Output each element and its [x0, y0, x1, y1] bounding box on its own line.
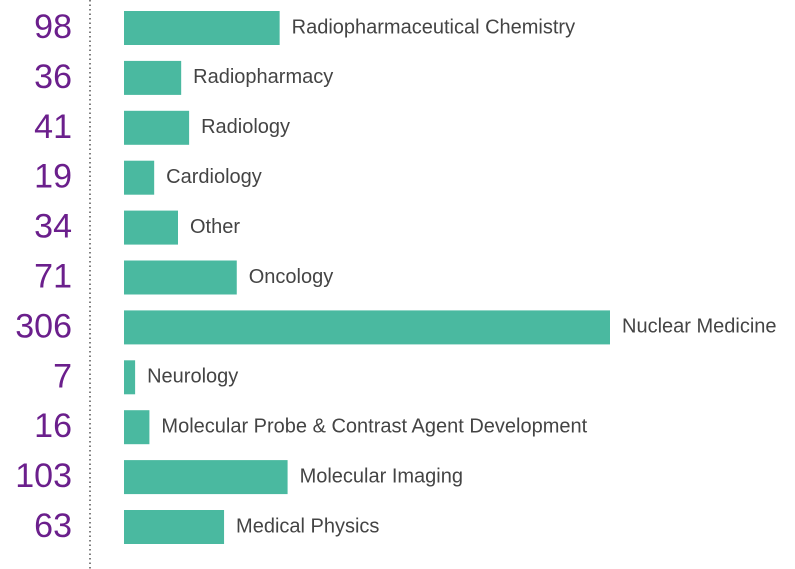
- category-label: Oncology: [249, 266, 334, 288]
- category-label: Radiology: [201, 116, 290, 138]
- value-label: 98: [34, 8, 72, 46]
- bar: [124, 260, 237, 295]
- bar: [124, 160, 155, 195]
- bar: [124, 460, 288, 495]
- bar: [124, 110, 190, 145]
- value-label: 34: [34, 208, 72, 246]
- category-label: Medical Physics: [236, 515, 379, 537]
- value-label: 63: [34, 507, 72, 545]
- category-label: Radiopharmacy: [193, 66, 333, 88]
- value-label: 7: [53, 357, 72, 395]
- value-label: 71: [34, 257, 72, 295]
- category-label: Nuclear Medicine: [622, 316, 777, 338]
- bar: [124, 210, 178, 245]
- value-label: 16: [34, 407, 72, 445]
- value-label: 41: [34, 108, 72, 146]
- bar: [124, 11, 280, 45]
- bar: [124, 510, 225, 544]
- category-label: Molecular Probe & Contrast Agent Develop…: [161, 415, 587, 437]
- value-label: 103: [15, 457, 72, 495]
- category-label: Radiopharmaceutical Chemistry: [292, 16, 575, 38]
- bar: [124, 410, 150, 445]
- bar: [124, 360, 136, 395]
- category-label: Molecular Imaging: [300, 465, 463, 487]
- category-label: Neurology: [147, 366, 238, 388]
- value-label: 19: [34, 158, 72, 196]
- bar: [124, 60, 182, 95]
- value-label: 36: [34, 58, 72, 96]
- bar: [124, 310, 610, 345]
- category-label: Other: [190, 216, 240, 238]
- category-label: Cardiology: [166, 166, 262, 188]
- value-label: 306: [15, 307, 72, 345]
